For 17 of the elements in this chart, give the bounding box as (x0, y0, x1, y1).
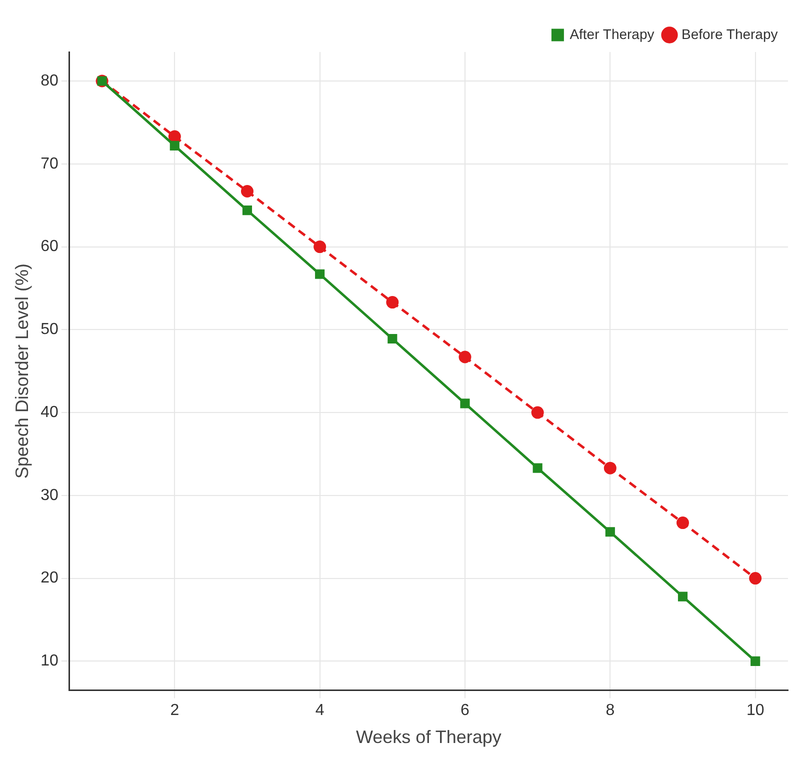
x-tick-label: 10 (746, 702, 764, 720)
y-tick-label: 80 (40, 72, 58, 90)
x-axis-title: Weeks of Therapy (356, 727, 502, 748)
y-tick-label: 40 (40, 404, 58, 421)
y-tick-label: 60 (40, 238, 58, 256)
y-tick-label: 50 (40, 321, 58, 338)
legend-label: Before Therapy (682, 26, 778, 42)
x-tick-label: 6 (460, 702, 470, 720)
y-tick-label: 70 (40, 155, 58, 172)
y-tick-label: 10 (40, 652, 58, 670)
y-axis-title: Speech Disorder Level (%) (12, 264, 32, 479)
x-tick-label: 4 (315, 702, 324, 720)
y-tick-label: 30 (40, 486, 58, 504)
y-tick-label: 20 (40, 570, 58, 587)
legend-label: After Therapy (570, 26, 654, 42)
x-tick-label: 2 (170, 702, 180, 720)
x-tick-label: 8 (606, 702, 615, 720)
